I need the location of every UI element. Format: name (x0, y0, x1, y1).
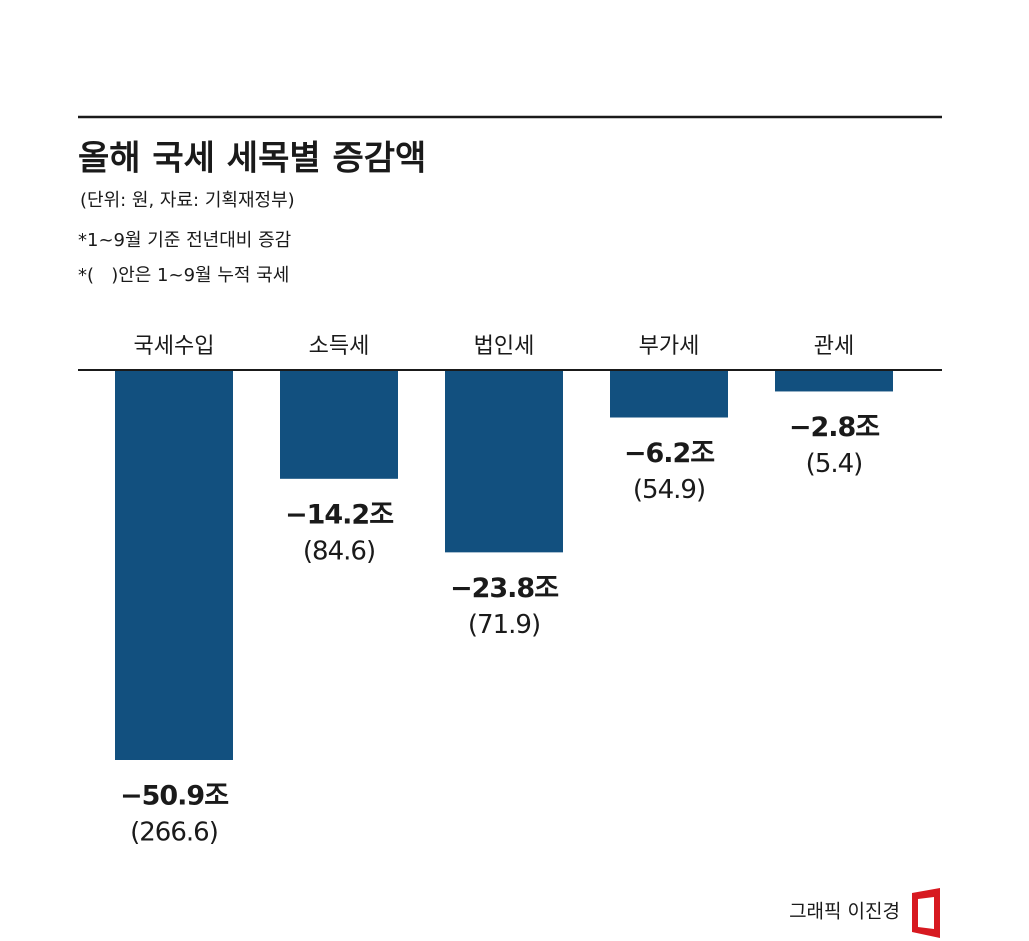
chart-title: 올해 국세 세목별 증감액 (78, 139, 426, 179)
note: *( )안은 1~9월 누적 국세 (78, 265, 289, 286)
bar (280, 370, 398, 479)
bar (775, 370, 893, 392)
category-label: 부가세 (639, 334, 700, 359)
bar (115, 370, 233, 760)
value-label: −2.8조 (789, 412, 879, 443)
subtitle: (단위: 원, 자료: 기획재정부) (80, 190, 295, 211)
bar (445, 370, 563, 553)
category-label: 법인세 (474, 334, 535, 359)
value-label: −23.8조 (450, 573, 558, 604)
cumulative-label: (54.9) (633, 475, 705, 505)
note: *1~9월 기준 전년대비 증감 (78, 230, 291, 251)
value-label: −14.2조 (285, 499, 393, 530)
credit: 그래픽 이진경 (789, 901, 900, 923)
bar (610, 370, 728, 418)
value-label: −6.2조 (624, 438, 714, 469)
cumulative-label: (266.6) (130, 818, 218, 848)
category-label: 소득세 (309, 334, 370, 359)
category-label: 국세수입 (134, 334, 215, 359)
logo (912, 888, 940, 938)
category-label: 관세 (814, 334, 854, 359)
cumulative-label: (84.6) (303, 536, 375, 566)
cumulative-label: (71.9) (468, 610, 540, 640)
value-label: −50.9조 (120, 781, 228, 812)
cumulative-label: (5.4) (806, 449, 863, 479)
